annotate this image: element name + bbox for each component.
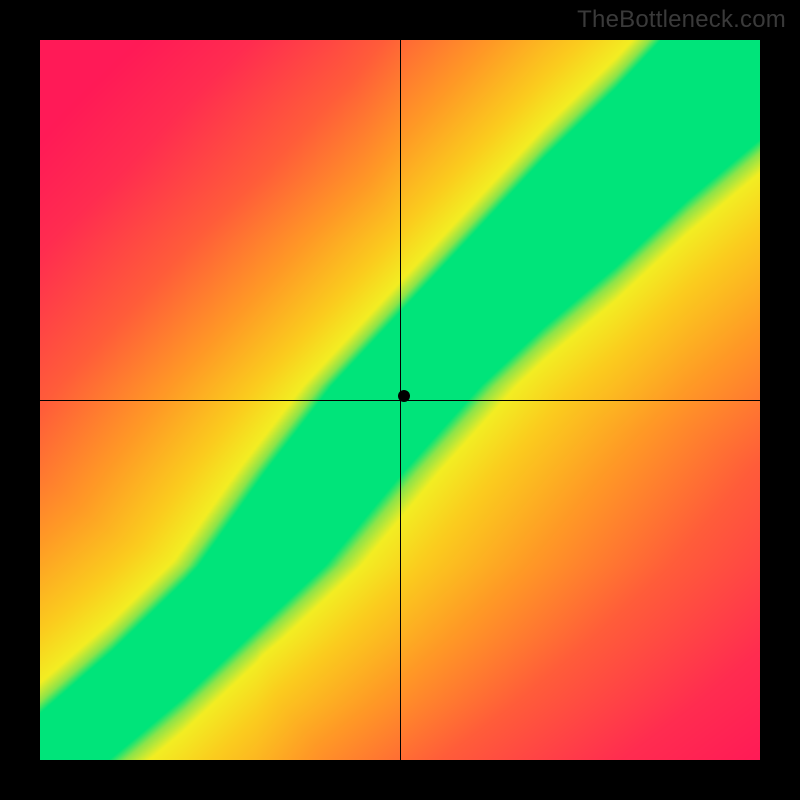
watermark-text: TheBottleneck.com [577, 6, 786, 34]
plot-area [40, 40, 760, 760]
selected-point-marker [398, 390, 410, 402]
chart-frame: TheBottleneck.com [0, 0, 800, 800]
